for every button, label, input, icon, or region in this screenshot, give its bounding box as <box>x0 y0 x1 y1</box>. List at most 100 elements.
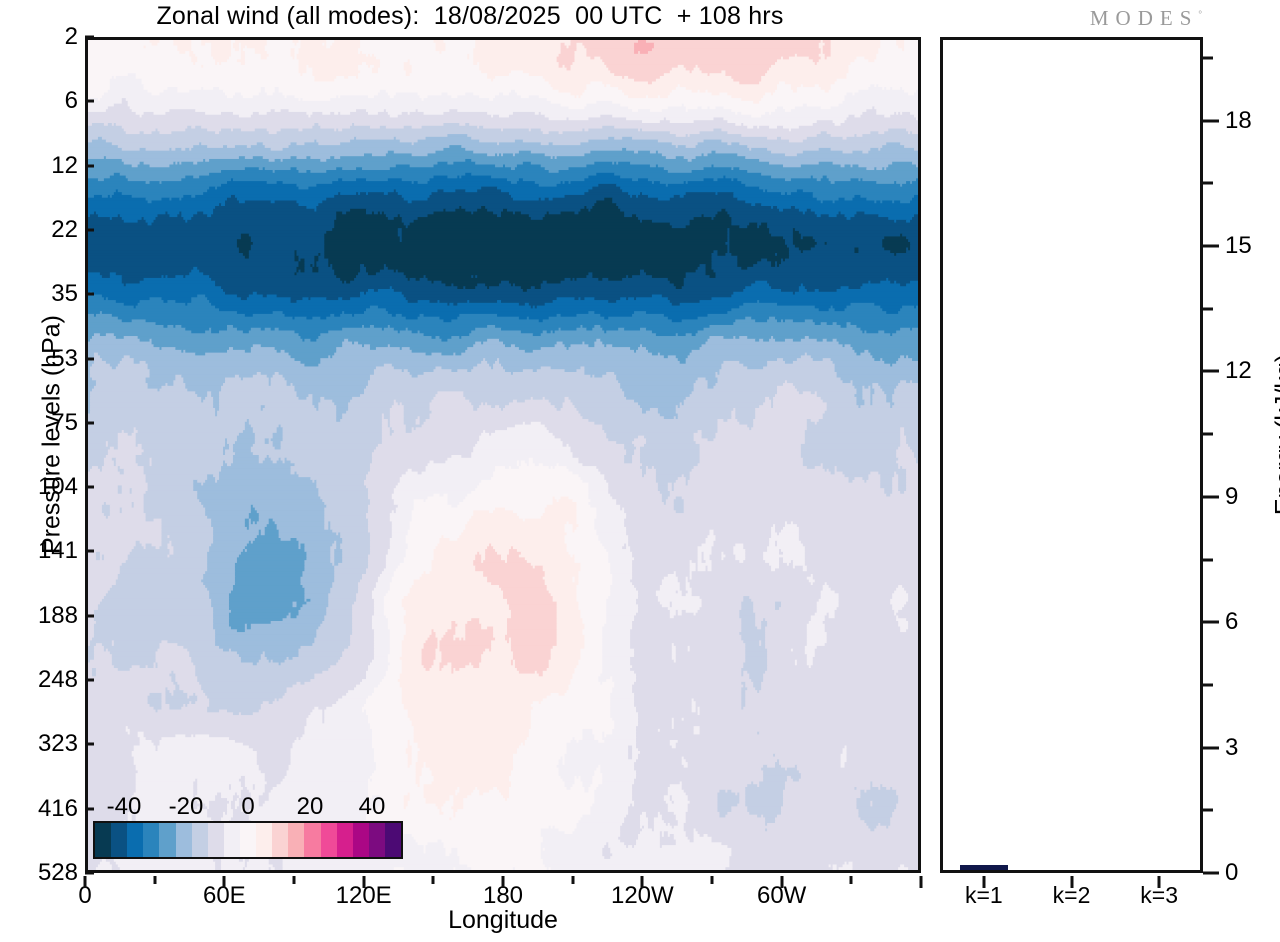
longitude-tick-mark <box>153 876 157 884</box>
pressure-axis: 2 6 12 22 35 53 75 104 141 188 248 323 416 528 <box>0 23 78 886</box>
colorbar-swatch <box>143 823 160 857</box>
colorbar-tick-label: 40 <box>358 793 386 820</box>
energy-tick-label: 6 <box>1225 608 1239 636</box>
energy-tick-label: 15 <box>1225 232 1252 259</box>
pressure-tick-mark <box>85 228 94 232</box>
colorbar-swatch <box>304 823 321 857</box>
contour-field <box>88 40 918 870</box>
longitude-tick-mark <box>849 876 853 884</box>
longitude-axis: 0 60E 120E 180 120W 60W <box>78 876 923 910</box>
energy-tick-mark <box>1203 56 1213 60</box>
pressure-tick-label: 248 <box>37 666 78 694</box>
page-title: Zonal wind (all modes): 18/08/2025 00 UT… <box>156 2 784 30</box>
energy-tick-label: 3 <box>1225 733 1239 761</box>
wavenumber-tick-mark <box>982 876 986 888</box>
longitude-tick-mark <box>83 876 87 888</box>
wavenumber-tick-mark <box>1157 876 1161 888</box>
energy-axis-label: Energy (kJ/kg) <box>1270 353 1280 516</box>
energy-tick-mark <box>1203 495 1219 499</box>
colorbar-swatch <box>175 823 192 857</box>
pressure-tick-mark <box>85 549 94 553</box>
pressure-tick-label: 323 <box>37 730 78 758</box>
energy-tick-mark <box>1203 119 1219 123</box>
energy-bar-panel <box>940 37 1203 873</box>
wavenumber-axis: k=1 k=2 k=3 <box>940 876 1203 910</box>
energy-tick-mark <box>1203 683 1213 687</box>
longitude-tick-mark <box>780 876 784 888</box>
energy-tick-mark <box>1203 181 1213 185</box>
colorbar-swatches <box>93 821 403 859</box>
colorbar-swatch <box>384 823 402 857</box>
longitude-tick-mark <box>292 876 296 884</box>
colorbar <box>93 821 403 859</box>
pressure-tick-label: 2 <box>64 23 78 50</box>
pressure-tick-mark <box>85 292 94 296</box>
colorbar-tick-label: 0 <box>241 793 255 820</box>
pressure-tick-label: 188 <box>37 601 78 629</box>
longitude-tick-mark <box>640 876 644 888</box>
modes-watermark-text: MODES <box>1089 6 1199 30</box>
colorbar-tick-label: -40 <box>106 793 142 820</box>
colorbar-swatch <box>207 823 224 857</box>
energy-tick-mark <box>1203 432 1213 436</box>
longitude-tick-mark <box>710 876 714 884</box>
colorbar-swatch <box>159 823 176 857</box>
longitude-tick-mark <box>431 876 435 884</box>
colorbar-swatch <box>336 823 353 857</box>
pressure-tick-mark <box>85 614 94 618</box>
colorbar-swatch <box>256 823 273 857</box>
pressure-tick-mark <box>85 99 94 103</box>
energy-tick-mark <box>1203 620 1219 624</box>
colorbar-swatch <box>239 823 257 857</box>
colorbar-swatch <box>272 823 289 857</box>
colorbar-swatch <box>368 823 385 857</box>
energy-tick-label: 12 <box>1225 357 1252 385</box>
energy-tick-mark <box>1203 244 1219 248</box>
pressure-tick-mark <box>85 742 94 746</box>
colorbar-swatch <box>111 823 128 857</box>
pressure-tick-label: 528 <box>37 859 78 886</box>
colorbar-tick-labels: -40 -20 0 20 40 <box>93 793 403 820</box>
pressure-axis-label: Pressure levels (hPa) <box>37 315 66 554</box>
pressure-tick-mark <box>85 35 94 39</box>
longitude-tick-mark <box>362 876 366 888</box>
longitude-tick-mark <box>571 876 575 884</box>
colorbar-swatch <box>320 823 337 857</box>
colorbar-swatch <box>95 823 112 857</box>
longitude-axis-label: Longitude <box>448 906 558 934</box>
colorbar-tick-label: -20 <box>168 793 204 820</box>
energy-tick-mark <box>1203 871 1219 875</box>
pressure-tick-mark <box>85 807 94 811</box>
energy-tick-mark <box>1203 808 1213 812</box>
pressure-tick-mark <box>85 164 94 168</box>
energy-tick-label: 9 <box>1225 482 1239 510</box>
colorbar-swatch <box>288 823 305 857</box>
pressure-tick-mark <box>85 357 94 361</box>
longitude-tick-label: 0 <box>78 882 92 909</box>
energy-tick-label: 18 <box>1225 106 1252 134</box>
energy-tick-mark <box>1203 558 1213 561</box>
energy-bar <box>959 864 1008 870</box>
pressure-tick-label: 6 <box>64 87 78 115</box>
colorbar-swatch <box>127 823 144 857</box>
energy-tick-mark <box>1203 746 1219 750</box>
pressure-tick-label: 53 <box>51 344 78 372</box>
wavenumber-tick-mark <box>1070 876 1073 888</box>
pressure-tick-label: 12 <box>51 151 78 179</box>
colorbar-tick-label: 20 <box>296 793 324 820</box>
longitude-tick-mark <box>919 876 923 888</box>
energy-tick-mark <box>1203 369 1219 373</box>
energy-tick-mark <box>1203 307 1213 311</box>
pressure-tick-label: 141 <box>37 537 78 565</box>
modes-watermark-superscript: ° <box>1198 9 1202 19</box>
colorbar-swatch <box>191 823 208 857</box>
pressure-tick-label: 75 <box>51 408 78 436</box>
pressure-tick-mark <box>85 678 94 682</box>
energy-axis: 0 3 6 9 12 15 18 <box>1203 37 1279 886</box>
modes-watermark: MODES° <box>1090 6 1202 31</box>
pressure-tick-mark <box>85 871 94 875</box>
pressure-tick-mark <box>85 421 94 425</box>
colorbar-swatch <box>352 823 369 857</box>
longitude-tick-mark <box>501 876 505 888</box>
energy-tick-label: 0 <box>1225 859 1239 886</box>
